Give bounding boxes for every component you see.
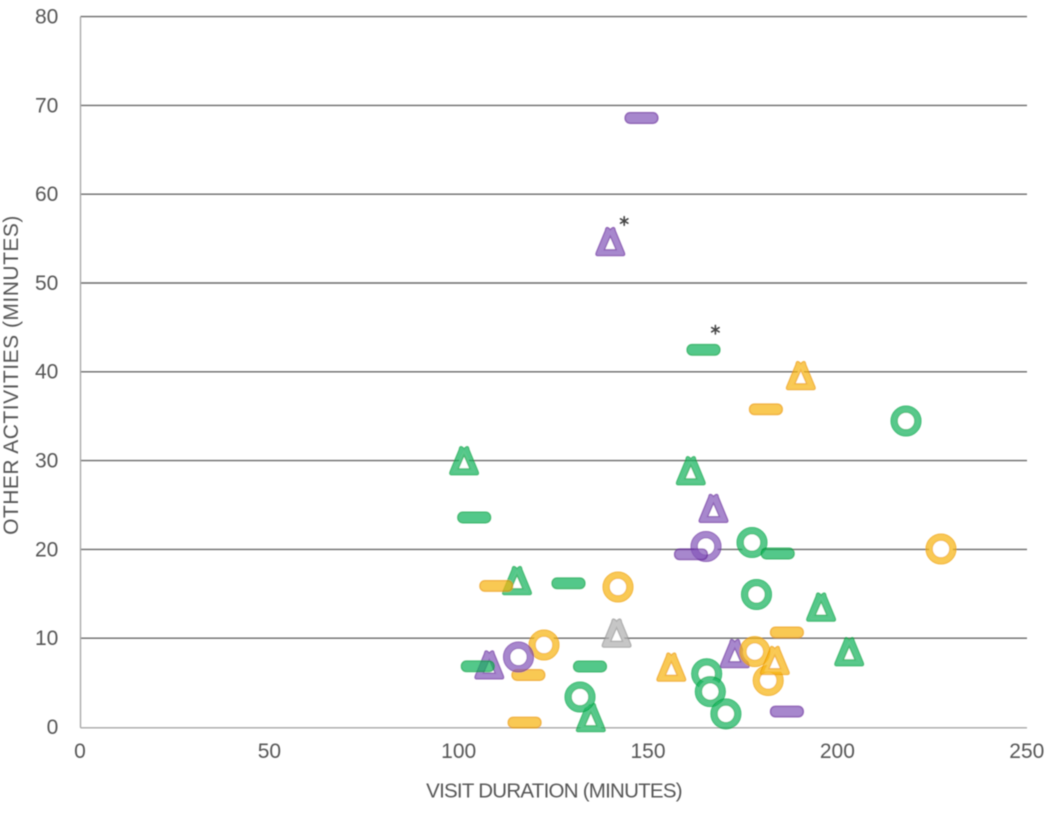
svg-text:0: 0 <box>74 740 86 763</box>
svg-text:60: 60 <box>35 183 58 206</box>
svg-text:100: 100 <box>441 740 476 763</box>
svg-text:50: 50 <box>35 272 58 295</box>
svg-text:OTHER ACTIVITIES (MINUTES): OTHER ACTIVITIES (MINUTES) <box>0 215 23 535</box>
svg-text:10: 10 <box>35 627 58 650</box>
svg-text:250: 250 <box>1009 740 1044 763</box>
svg-text:30: 30 <box>35 450 58 473</box>
svg-text:VISIT DURATION (MINUTES): VISIT DURATION (MINUTES) <box>426 779 682 802</box>
svg-text:70: 70 <box>35 94 58 117</box>
svg-text:150: 150 <box>630 740 665 763</box>
svg-text:200: 200 <box>820 740 855 763</box>
svg-text:20: 20 <box>35 538 58 561</box>
svg-text:40: 40 <box>35 361 58 384</box>
svg-text:0: 0 <box>47 716 59 739</box>
svg-text:50: 50 <box>258 740 281 763</box>
svg-text:80: 80 <box>35 6 58 29</box>
